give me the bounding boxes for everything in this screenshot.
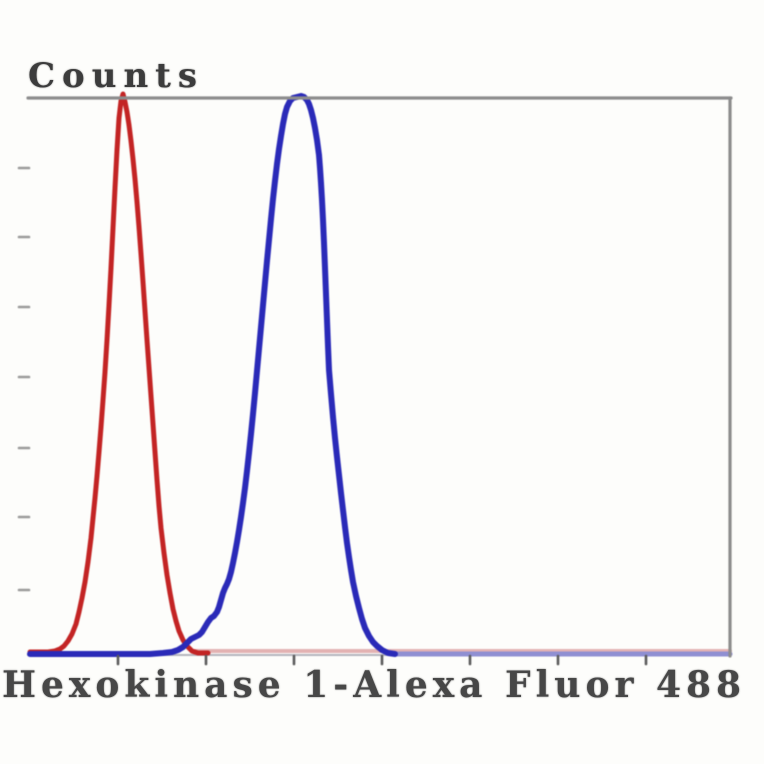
blue-curve-path bbox=[27, 93, 398, 657]
red-curve-path bbox=[27, 91, 211, 656]
x-axis-label: Hexokinase 1-Alexa Fluor 488 bbox=[2, 664, 747, 706]
y-axis-label: Counts bbox=[28, 56, 205, 96]
